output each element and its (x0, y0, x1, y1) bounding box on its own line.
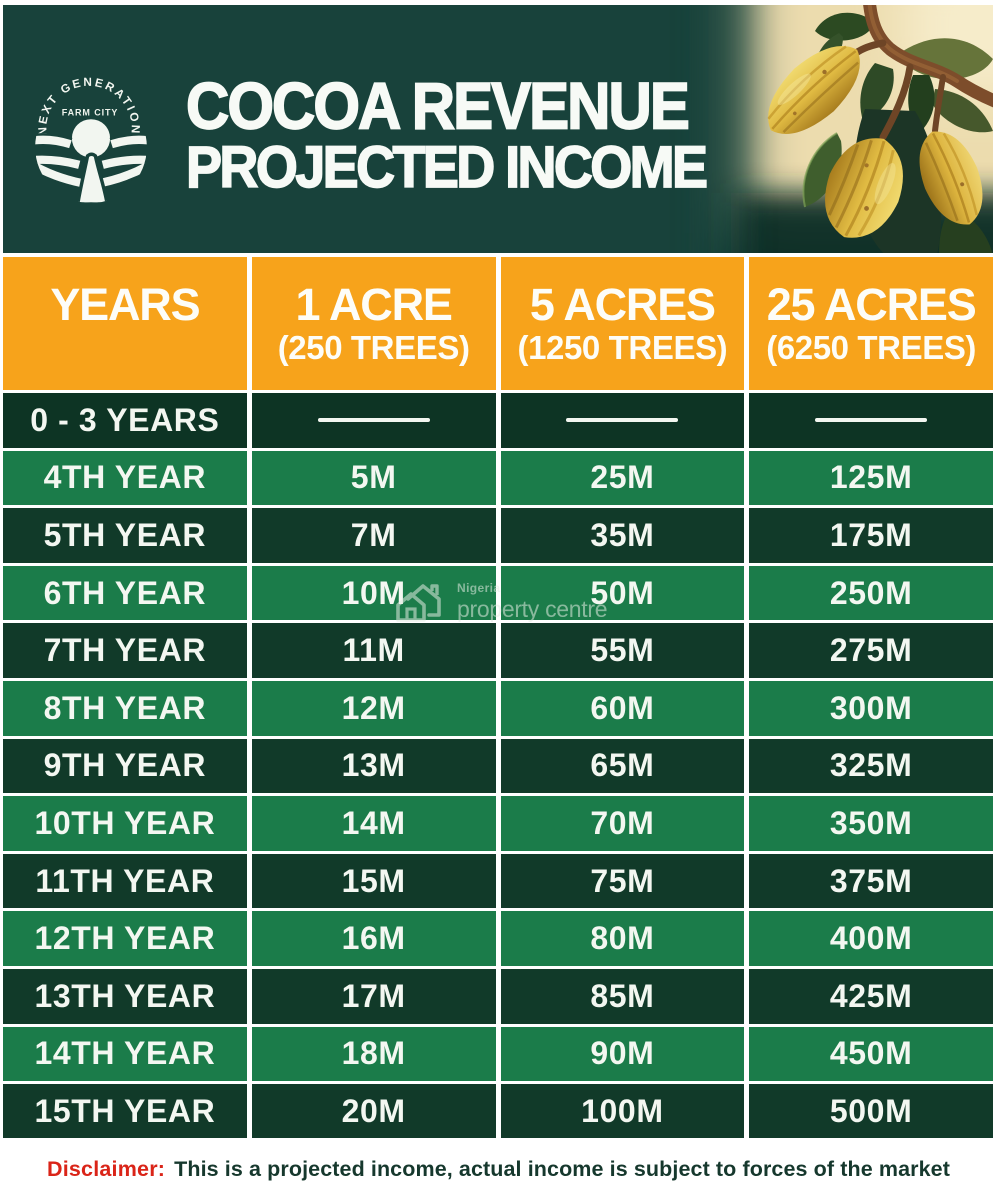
row-value: 375M (749, 853, 993, 909)
header-cell-2: 5 ACRES (1250 TREES) (500, 257, 745, 390)
row-value: 13M (251, 738, 496, 794)
row-value: 125M (749, 450, 993, 506)
row-value: 20M (251, 1084, 496, 1139)
disclaimer-bar: Disclaimer: This is a projected income, … (0, 1138, 997, 1200)
row-value: 17M (251, 968, 496, 1024)
row-label: 5TH YEAR (3, 508, 247, 563)
disclaimer-text: This is a projected income, actual incom… (174, 1156, 950, 1181)
row-value: 50M (500, 565, 745, 621)
header-cell-3: 25 ACRES (6250 TREES) (749, 257, 993, 390)
sun-field-icon (35, 119, 147, 204)
row-label: 7TH YEAR (3, 623, 247, 678)
dash-line (566, 418, 679, 423)
row-value: 11M (251, 623, 496, 678)
row-value: 80M (500, 911, 745, 966)
row-value: 14M (251, 796, 496, 851)
leaf-icon (803, 133, 842, 207)
row-value: 60M (500, 680, 745, 736)
header-cell-0: YEARS (3, 257, 247, 390)
dash-line (815, 418, 928, 423)
row-value: 500M (749, 1084, 993, 1139)
row-value: 90M (500, 1026, 745, 1082)
row-value: 100M (500, 1084, 745, 1139)
cocoa-pod (825, 138, 903, 238)
row-value: 5M (251, 450, 496, 506)
row-label: 4TH YEAR (3, 450, 247, 506)
leaf-icon (815, 12, 871, 41)
leaf-icon (932, 89, 993, 133)
row-label: 0 - 3 YEARS (3, 393, 247, 448)
poster-title-line1: COCOA REVENUE (185, 69, 690, 143)
row-value (500, 393, 745, 448)
row-value: 16M (251, 911, 496, 966)
banner: NEXT GENERATION FARM CITY (3, 5, 993, 253)
cocoa-pods-photo (699, 5, 993, 253)
disclaimer-label: Disclaimer: (47, 1156, 166, 1181)
row-value (251, 393, 496, 448)
logo-subtitle: FARM CITY (62, 107, 118, 117)
row-label: 8TH YEAR (3, 680, 247, 736)
row-value: 25M (500, 450, 745, 506)
row-label: 9TH YEAR (3, 738, 247, 794)
banner-title: COCOA REVENUE PROJECTED INCOME (185, 69, 709, 201)
row-value: 70M (500, 796, 745, 851)
row-value: 425M (749, 968, 993, 1024)
farm-city-logo: NEXT GENERATION FARM CITY (35, 76, 147, 204)
row-value (749, 393, 993, 448)
row-value: 65M (500, 738, 745, 794)
row-value: 400M (749, 911, 993, 966)
leaf-icon (860, 63, 894, 121)
row-value: 250M (749, 565, 993, 621)
table-body: 0 - 3 YEARS 4TH YEAR 5M 25M 125M 5TH YEAR 7M 35… (3, 393, 993, 1139)
header-title: 25 ACRES (766, 279, 977, 330)
row-label: 15TH YEAR (3, 1084, 247, 1139)
row-value: 7M (251, 508, 496, 563)
cocoa-pod (919, 131, 983, 225)
row-value: 15M (251, 853, 496, 909)
dash-line (317, 418, 430, 423)
header-title: YEARS (50, 279, 200, 330)
row-value: 175M (749, 508, 993, 563)
header-subtitle: (250 TREES) (277, 329, 470, 366)
row-value: 85M (500, 968, 745, 1024)
poster-title-line2: PROJECTED INCOME (185, 134, 709, 201)
row-value: 275M (749, 623, 993, 678)
row-value: 350M (749, 796, 993, 851)
row-label: 10TH YEAR (3, 796, 247, 851)
row-label: 12TH YEAR (3, 911, 247, 966)
row-value: 18M (251, 1026, 496, 1082)
row-label: 11TH YEAR (3, 853, 247, 909)
cocoa-pod (767, 45, 860, 134)
row-value: 35M (500, 508, 745, 563)
row-label: 6TH YEAR (3, 565, 247, 621)
projection-table: YEARS 1 ACRE (250 TREES) 5 ACRES (1250 TREES… (3, 257, 993, 1139)
row-value: 12M (251, 680, 496, 736)
table-header-row: YEARS 1 ACRE (250 TREES) 5 ACRES (1250 TREES… (3, 257, 993, 390)
row-label: 14TH YEAR (3, 1026, 247, 1082)
row-label: 13TH YEAR (3, 968, 247, 1024)
header-subtitle: (1250 TREES) (517, 329, 728, 366)
header-title: 5 ACRES (529, 279, 716, 330)
row-value: 325M (749, 738, 993, 794)
header-subtitle: (6250 TREES) (766, 329, 977, 366)
row-value: 55M (500, 623, 745, 678)
row-value: 450M (749, 1026, 993, 1082)
row-value: 75M (500, 853, 745, 909)
header-title: 1 ACRE (295, 279, 453, 330)
row-value: 300M (749, 680, 993, 736)
row-value: 10M (251, 565, 496, 621)
header-cell-1: 1 ACRE (250 TREES) (251, 257, 496, 390)
